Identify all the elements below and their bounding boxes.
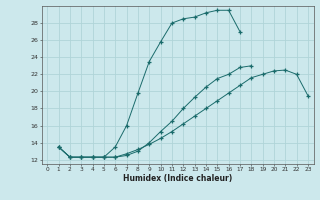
X-axis label: Humidex (Indice chaleur): Humidex (Indice chaleur) [123,174,232,183]
